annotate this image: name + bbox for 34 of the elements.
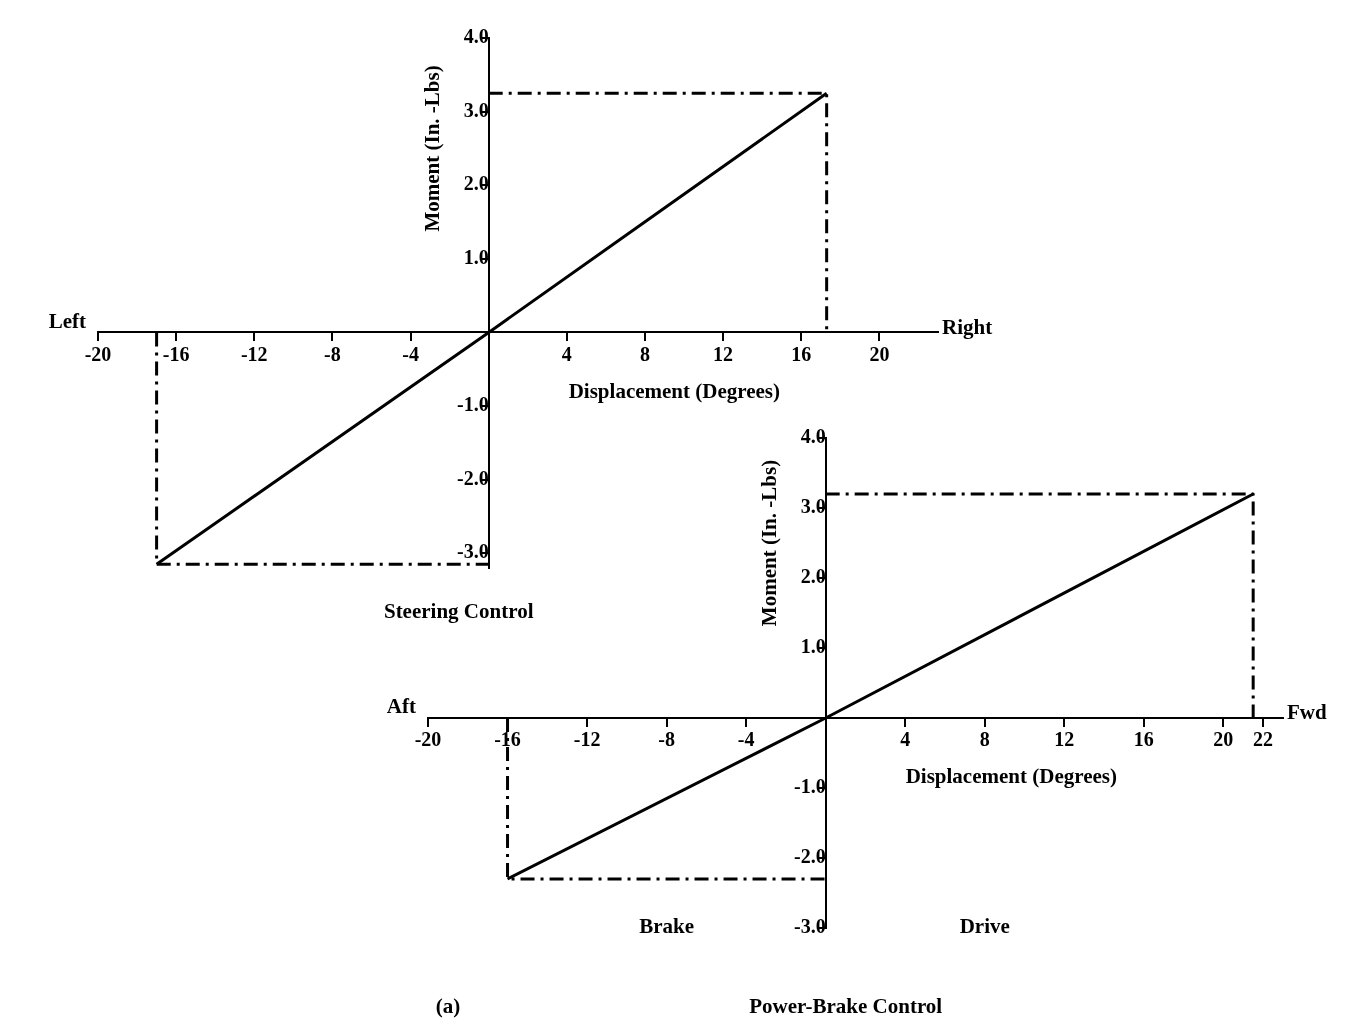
x-tick-label: -12 bbox=[240, 342, 268, 365]
x-axis-title: Displacement (Degrees) bbox=[905, 764, 1117, 789]
x-tick-label: 12 bbox=[713, 342, 734, 365]
x-tick-label: 8 bbox=[979, 728, 990, 751]
text: Right bbox=[942, 314, 993, 339]
x-tick-label: -16 bbox=[494, 728, 521, 751]
x-tick-label: 20 bbox=[869, 342, 890, 365]
x-tick-label: -12 bbox=[573, 728, 601, 751]
text: Fwd bbox=[1287, 700, 1327, 725]
text: Steering Control bbox=[383, 599, 534, 624]
x-tick-label: 16 bbox=[1133, 728, 1154, 751]
x-tick-label: 12 bbox=[1054, 728, 1075, 751]
x-tick-label: -16 bbox=[162, 342, 190, 365]
text: Left bbox=[48, 308, 86, 333]
text: Power-Brake Control bbox=[749, 994, 943, 1019]
x-tick-label: -4 bbox=[402, 342, 419, 365]
x-tick-label: -8 bbox=[658, 728, 675, 751]
y-axis-title: Moment (In. -Lbs) bbox=[420, 65, 445, 232]
x-tick-label: 16 bbox=[791, 342, 812, 365]
x-tick-label: 4 bbox=[561, 342, 572, 365]
text: Aft bbox=[386, 694, 416, 719]
x-tick-label: -8 bbox=[324, 342, 341, 365]
x-tick-label: -4 bbox=[737, 728, 755, 751]
x-tick-label: 4 bbox=[900, 728, 911, 751]
annotation: Drive bbox=[959, 914, 1010, 939]
x-tick-label: -20 bbox=[84, 342, 112, 365]
annotation: Brake bbox=[639, 914, 695, 939]
x-tick-label: 20 bbox=[1213, 728, 1234, 751]
text: (a) bbox=[435, 994, 461, 1019]
x-tick-label: 8 bbox=[639, 342, 650, 365]
x-axis-title: Displacement (Degrees) bbox=[568, 378, 780, 403]
x-tick-label: -20 bbox=[414, 728, 442, 751]
y-axis-title: Moment (In. -Lbs) bbox=[757, 459, 782, 627]
x-tick-label: 22 bbox=[1253, 728, 1274, 751]
